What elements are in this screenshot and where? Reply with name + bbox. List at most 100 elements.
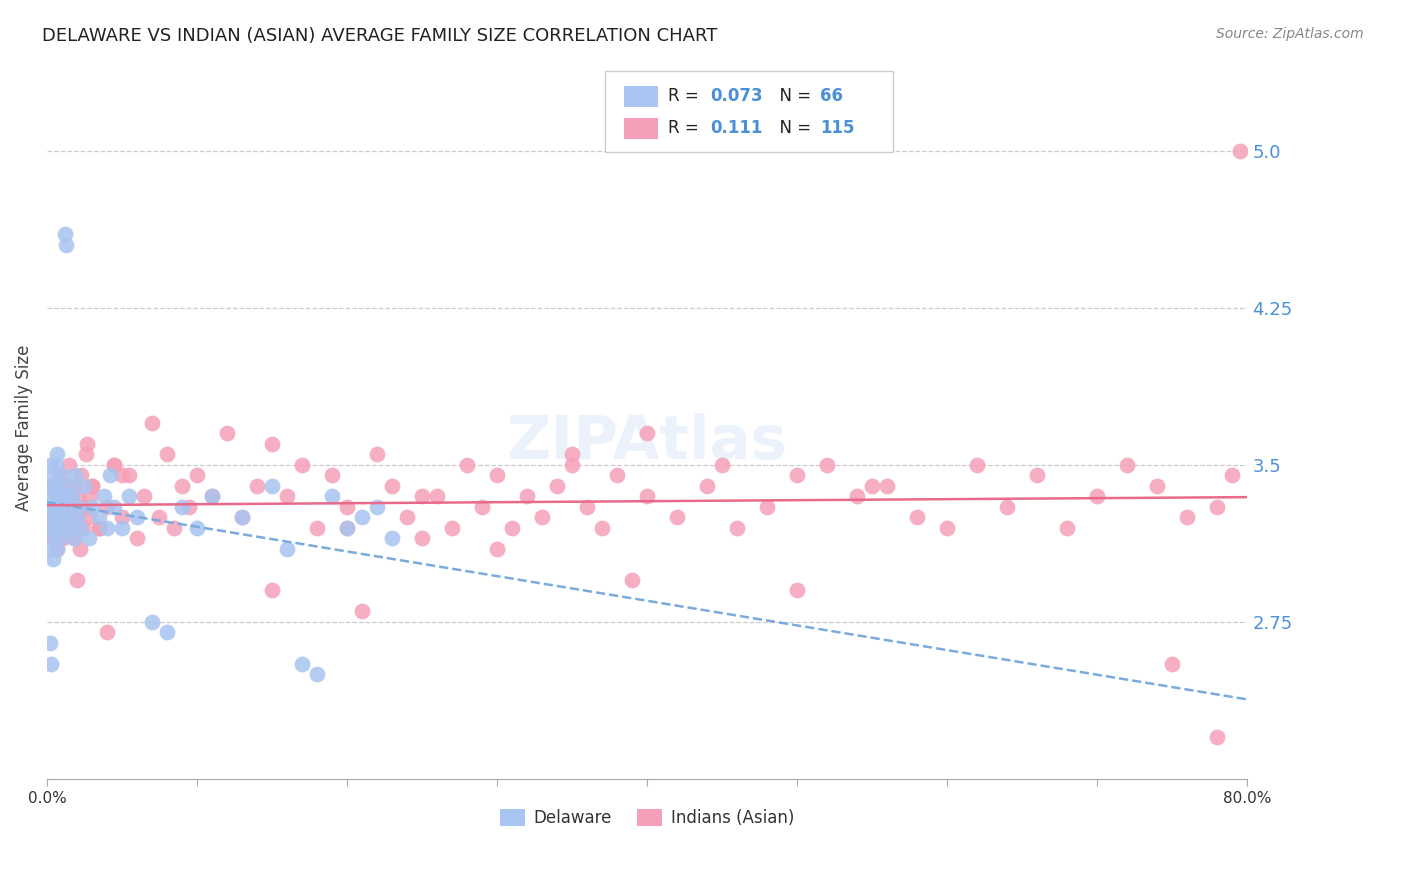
Point (291, 458, 314, 472)
Point (163, 521, 186, 535)
Point (786, 468, 808, 483)
Point (79, 489, 101, 503)
Point (51, 500, 73, 514)
Point (66, 510, 89, 524)
Point (103, 500, 125, 514)
Point (38, 500, 60, 514)
Point (111, 468, 134, 483)
Point (381, 531, 404, 545)
Point (1222, 468, 1244, 483)
Point (59, 521, 82, 535)
Point (77, 531, 100, 545)
Point (80, 479, 103, 493)
Point (55, 238, 77, 252)
Point (103, 458, 125, 472)
Point (411, 531, 433, 545)
Point (305, 521, 328, 535)
Point (336, 521, 359, 535)
Point (201, 489, 224, 503)
Point (55, 510, 77, 524)
Point (45, 489, 67, 503)
Point (396, 510, 419, 524)
Point (53, 227, 76, 242)
Point (936, 521, 959, 535)
Point (73, 500, 96, 514)
Point (876, 479, 898, 493)
Text: DELAWARE VS INDIAN (ASIAN) AVERAGE FAMILY SIZE CORRELATION CHART: DELAWARE VS INDIAN (ASIAN) AVERAGE FAMIL… (42, 27, 717, 45)
Point (118, 489, 141, 503)
Point (65, 479, 87, 493)
Point (501, 521, 523, 535)
Point (276, 541, 298, 556)
Point (546, 479, 568, 493)
Point (52, 510, 75, 524)
Point (67, 500, 90, 514)
Point (846, 489, 869, 503)
Point (1161, 657, 1184, 671)
Point (1206, 730, 1229, 744)
Point (45, 510, 67, 524)
Point (260, 437, 283, 451)
Point (636, 426, 658, 441)
Point (56, 500, 79, 514)
Point (321, 468, 343, 483)
Point (45, 458, 67, 472)
Point (905, 510, 928, 524)
Point (531, 510, 554, 524)
Point (60, 489, 83, 503)
Point (1177, 510, 1199, 524)
Point (76, 437, 98, 451)
Legend: Delaware, Indians (Asian): Delaware, Indians (Asian) (494, 802, 800, 834)
Point (276, 489, 298, 503)
Point (1146, 479, 1168, 493)
Point (561, 447, 583, 461)
Point (42, 479, 65, 493)
Point (48, 468, 70, 483)
Point (80, 479, 103, 493)
Point (103, 458, 125, 472)
Point (156, 447, 179, 461)
Point (260, 479, 283, 493)
Point (456, 458, 478, 472)
Point (1206, 500, 1229, 514)
Point (621, 573, 644, 587)
Point (711, 458, 734, 472)
Point (186, 468, 208, 483)
Point (111, 510, 134, 524)
Point (49, 521, 72, 535)
Point (41, 657, 63, 671)
Point (38, 458, 60, 472)
Point (860, 479, 883, 493)
Point (75, 447, 97, 461)
Point (486, 468, 509, 483)
Point (51, 510, 73, 524)
Point (42, 552, 65, 566)
Point (148, 510, 170, 524)
Point (815, 458, 838, 472)
Text: ZIPAtlas: ZIPAtlas (506, 413, 787, 472)
Point (38, 479, 60, 493)
Point (89, 510, 111, 524)
Point (46, 447, 69, 461)
Point (606, 468, 628, 483)
Text: Source: ZipAtlas.com: Source: ZipAtlas.com (1216, 27, 1364, 41)
Point (1116, 458, 1139, 472)
Point (350, 604, 373, 618)
Point (291, 657, 314, 671)
Point (170, 500, 193, 514)
Point (42, 500, 65, 514)
Point (125, 531, 148, 545)
Text: 115: 115 (820, 120, 855, 137)
Point (59, 521, 82, 535)
Point (37, 521, 59, 535)
Point (41, 521, 63, 535)
Point (49, 531, 72, 545)
Point (66, 510, 89, 524)
Point (486, 541, 509, 556)
Point (381, 479, 404, 493)
Point (46, 541, 69, 556)
Point (305, 667, 328, 681)
Point (321, 489, 343, 503)
Point (98, 468, 121, 483)
Point (72, 521, 94, 535)
